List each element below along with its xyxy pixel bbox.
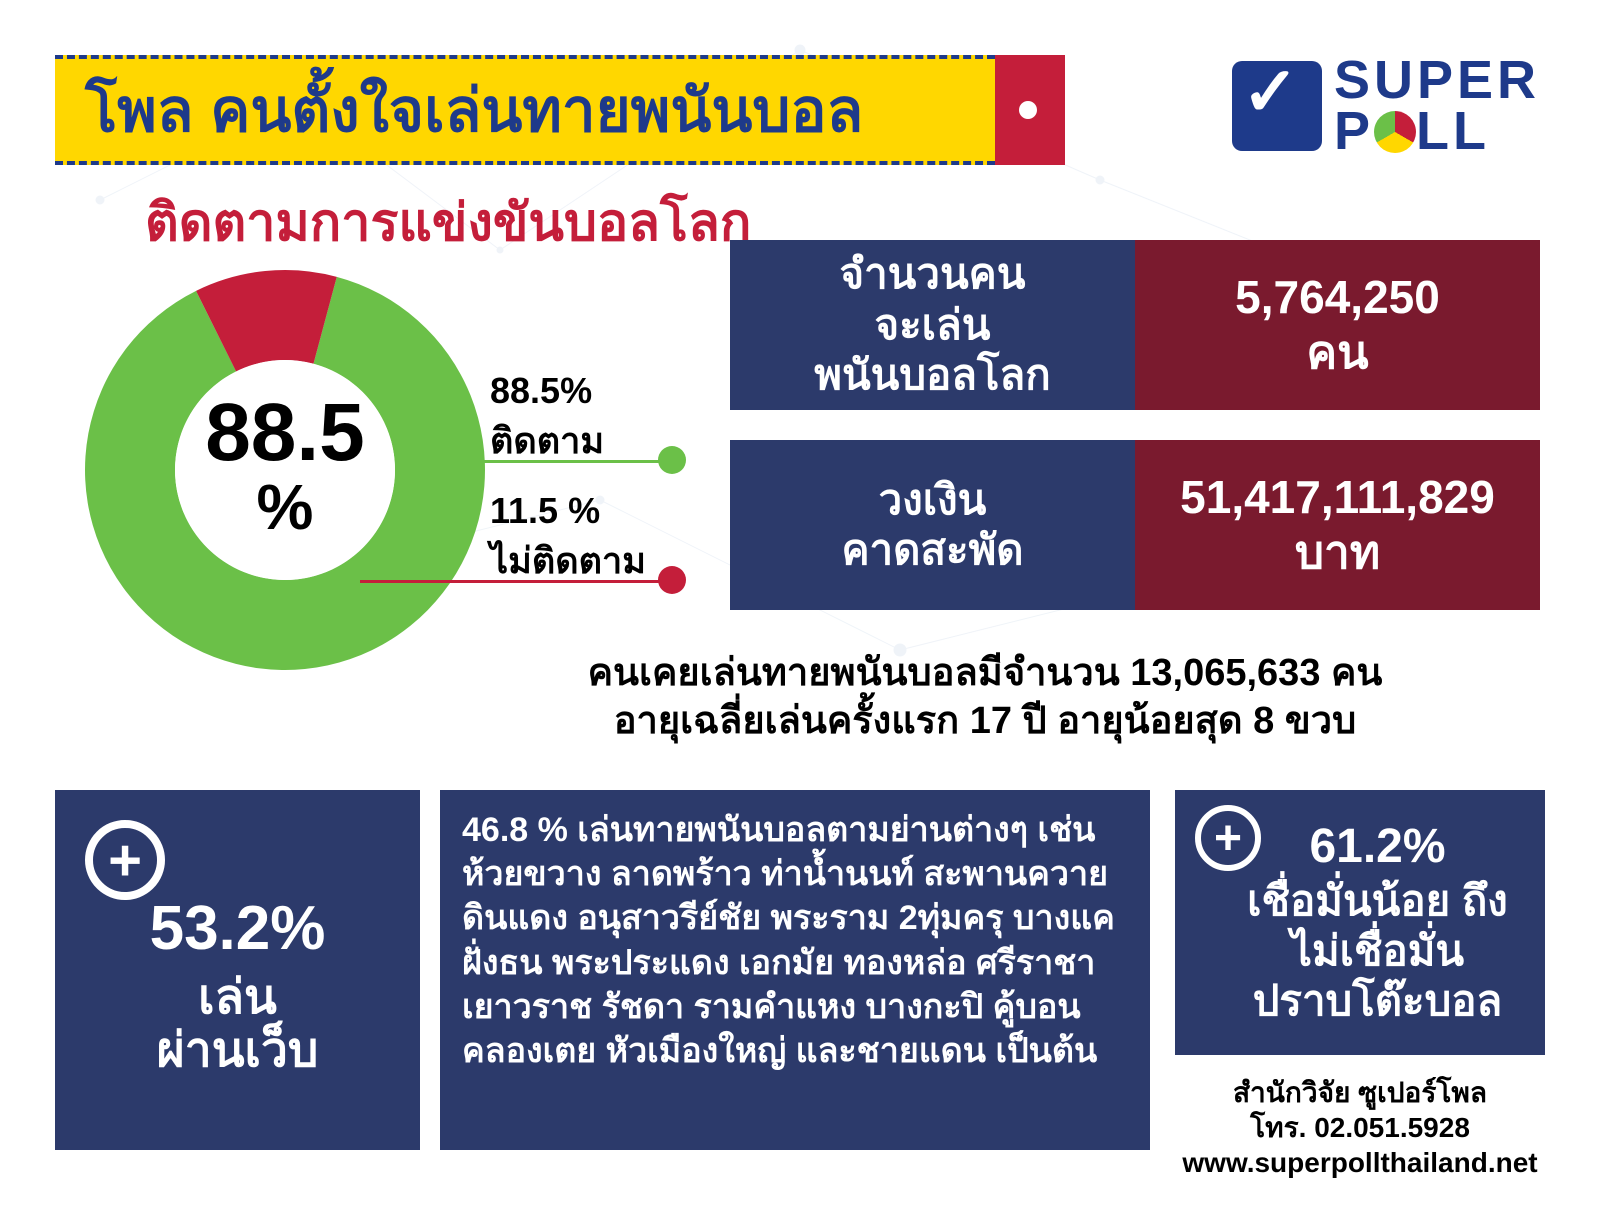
donut-center-value: 88.5: [205, 396, 365, 470]
chart-subtitle: ติดตามการแข่งขันบอลโลก: [145, 180, 751, 263]
summary-text: คนเคยเล่นทายพนันบอลมีจำนวน 13,065,633 คน…: [430, 650, 1540, 745]
legend-item-follow: 88.5% ติดตาม: [490, 370, 604, 469]
ruler-dot: [1019, 101, 1037, 119]
box3-text: เชื่อมั่นน้อย ถึง ไม่เชื่อมั่น ปราบโต๊ะบ…: [1247, 877, 1508, 1025]
legend-dot-notfollow: [658, 566, 686, 594]
logo-checkmark-icon: [1232, 61, 1322, 151]
superpoll-logo: SUPER PLL: [1232, 55, 1540, 158]
logo-line1: SUPER: [1334, 55, 1540, 106]
info-box-confidence: + 61.2% เชื่อมั่นน้อย ถึง ไม่เชื่อมั่น ป…: [1175, 790, 1545, 1055]
logo-o-icon: [1374, 111, 1416, 153]
plus-icon: +: [85, 820, 165, 900]
info-box-web: + 53.2% เล่น ผ่านเว็บ: [55, 790, 420, 1150]
donut-center: 88.5 %: [205, 396, 365, 544]
footer-org: สำนักวิจัย ซูเปอร์โพล: [1175, 1075, 1545, 1110]
stat-value-people: 5,764,250 คน: [1135, 240, 1540, 410]
donut-chart: 88.5 %: [75, 260, 495, 680]
info-box-locations: 46.8 % เล่นทายพนันบอลตามย่านต่างๆ เช่น ห…: [440, 790, 1150, 1150]
legend-dot-follow: [658, 446, 686, 474]
footer-credits: สำนักวิจัย ซูเปอร์โพล โทร. 02.051.5928 w…: [1175, 1075, 1545, 1180]
box3-pct: 61.2%: [1309, 820, 1445, 873]
main-title: โพล คนตั้งใจเล่นทายพนันบอล: [55, 63, 863, 158]
box2-text: 46.8 % เล่นทายพนันบอลตามย่านต่างๆ เช่น ห…: [462, 811, 1115, 1070]
donut-center-unit: %: [205, 470, 365, 544]
legend-line-follow: [430, 460, 670, 463]
logo-line2: PLL: [1334, 106, 1540, 157]
stat-value-money: 51,417,111,829 บาท: [1135, 440, 1540, 610]
plus-icon: +: [1195, 805, 1261, 871]
stat-row-money: วงเงิน คาดสะพัด 51,417,111,829 บาท: [730, 440, 1540, 610]
legend-line-notfollow: [360, 580, 670, 583]
logo-text: SUPER PLL: [1334, 55, 1540, 158]
legend-item-notfollow: 11.5 % ไม่ติดตาม: [490, 490, 646, 589]
box1-pct: 53.2%: [150, 893, 326, 964]
stat-label-money: วงเงิน คาดสะพัด: [730, 440, 1135, 610]
footer-url: www.superpollthailand.net: [1175, 1145, 1545, 1180]
footer-tel: โทร. 02.051.5928: [1175, 1110, 1545, 1145]
box1-text: เล่น ผ่านเว็บ: [157, 972, 319, 1078]
title-banner: โพล คนตั้งใจเล่นทายพนันบอล: [55, 55, 995, 165]
stat-label-people: จำนวนคน จะเล่น พนันบอลโลก: [730, 240, 1135, 410]
stat-row-people: จำนวนคน จะเล่น พนันบอลโลก 5,764,250 คน: [730, 240, 1540, 410]
